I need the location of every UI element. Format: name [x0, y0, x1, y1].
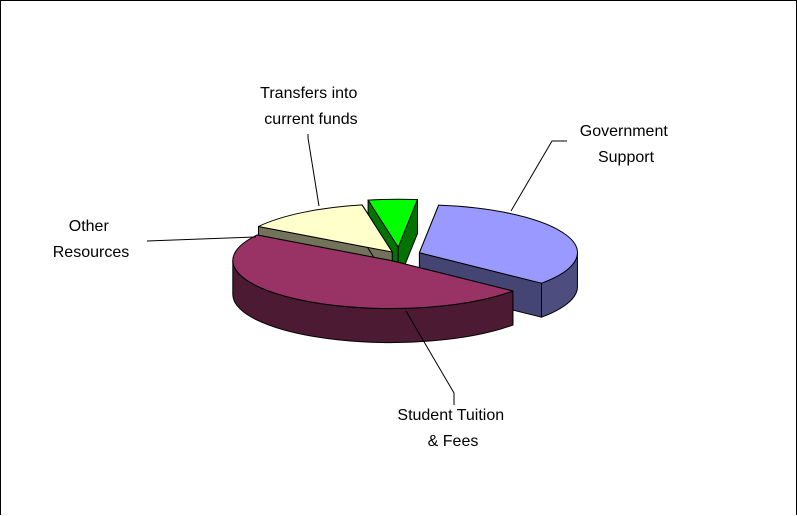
- label-transfers-line2: current funds: [264, 111, 357, 128]
- leader-line-government: [510, 140, 567, 212]
- leader-line-other: [146, 236, 257, 242]
- label-other: Other Resources: [53, 218, 129, 261]
- pie-slice-top: [367, 198, 418, 248]
- label-tuition: Student Tuition & Fees: [397, 407, 508, 450]
- pie-slice-top: [232, 234, 514, 310]
- label-tuition-line1: Student Tuition: [397, 407, 504, 424]
- label-government: Government Support: [580, 123, 673, 166]
- pie-slices: [232, 198, 578, 344]
- label-government-line1: Government: [580, 123, 669, 140]
- leader-line-transfers: [307, 134, 320, 207]
- label-government-line2: Support: [598, 149, 655, 166]
- pie-slice-top: [418, 204, 578, 284]
- pie-slice-1: [232, 234, 514, 344]
- label-other-line2: Resources: [53, 244, 129, 261]
- label-transfers-line1: Transfers into: [260, 85, 357, 102]
- label-transfers: Transfers into current funds: [260, 85, 362, 128]
- pie-slice-top: [258, 204, 393, 253]
- leader-line-tuition: [405, 310, 455, 405]
- label-other-line1: Other: [69, 218, 110, 235]
- label-tuition-line2: & Fees: [428, 433, 479, 450]
